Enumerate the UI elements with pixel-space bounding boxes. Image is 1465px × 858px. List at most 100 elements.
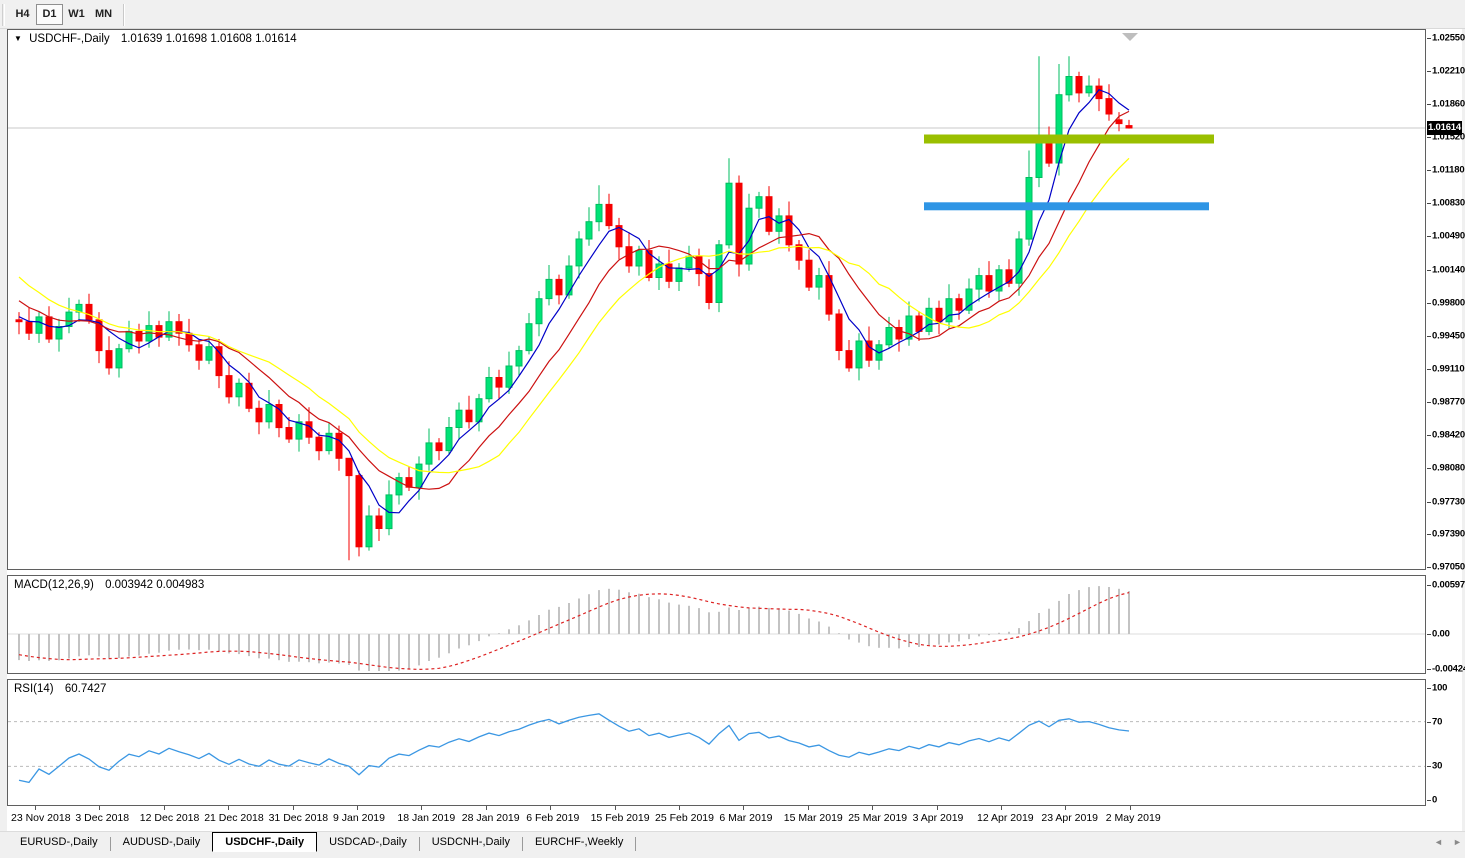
macd-indicator-panel[interactable]: MACD(12,26,9) 0.003942 0.004983 [7,575,1426,674]
time-axis-tick [872,806,874,810]
price-axis-label: 1.00140 [1432,264,1465,276]
date-label: 6 Mar 2019 [719,812,773,824]
axis-tick [1427,70,1431,72]
price-axis-label: 0.99110 [1432,363,1465,375]
chart-title-ohlc: 1.01639 1.01698 1.01608 1.01614 [120,33,297,45]
axis-tick [1427,534,1431,536]
date-label: 18 Jan 2019 [397,812,456,824]
time-axis-tick [550,806,552,810]
axis-tick [1427,336,1431,338]
date-label: 15 Mar 2019 [783,812,843,824]
time-axis-tick [421,806,423,810]
rsi-axis-label: 0 [1432,794,1438,806]
time-axis-tick [357,806,358,810]
tab-separator [521,837,523,851]
macd-chart-canvas[interactable] [8,576,1425,673]
time-axis-tick [485,806,487,810]
time-axis-tick [679,806,680,810]
timeframe-button-mn[interactable]: MN [90,4,117,25]
timeframe-button-w1[interactable]: W1 [63,4,90,25]
date-label: 2 May 2019 [1105,812,1161,824]
price-axis-label: 1.02210 [1432,65,1465,77]
tab-eurusd-daily[interactable]: EURUSD-,Daily [20,836,98,848]
price-axis-label: 0.98770 [1432,396,1465,408]
price-axis-label: 0.99450 [1432,330,1465,342]
chart-title-symbol: USDCHF-,Daily [29,33,110,45]
axis-tick [1427,766,1431,768]
tab-eurchf-weekly[interactable]: EURCHF-,Weekly [534,836,624,848]
macd-label: MACD(12,26,9) [14,579,94,591]
price-axis-label: 1.01180 [1432,164,1465,176]
axis-tick [1427,800,1431,801]
price-axis-label: 1.01520 [1432,131,1465,143]
rsi-label-row: RSI(14) 60.7427 [14,683,106,695]
price-axis-label: 0.98080 [1432,462,1465,474]
axis-tick [1427,721,1431,723]
time-axis-tick [292,806,294,810]
date-label: 21 Dec 2018 [204,812,264,824]
time-axis[interactable]: 23 Nov 2018 3 Dec 2018 12 Dec 2018 21 Dec 2… [7,806,1462,831]
tab-separator [109,837,111,851]
tab-separator [418,837,420,851]
time-axis-tick [807,806,809,810]
axis-tick [1427,401,1431,403]
macd-axis-label: -0.004243 [1432,663,1465,675]
tab-scroll-right-icon[interactable]: ► [1453,837,1462,847]
date-label: 25 Mar 2019 [848,812,908,824]
axis-tick [1427,38,1431,39]
price-axis-label: 0.99800 [1432,297,1465,308]
date-label: 12 Apr 2019 [977,812,1034,824]
date-label: 6 Feb 2019 [526,812,580,824]
timeframe-button-d1[interactable]: D1 [36,4,63,25]
price-axis-label: 0.98420 [1432,429,1465,441]
axis-tick [1427,501,1431,503]
tab-usdchf-daily[interactable]: USDCHF-,Daily [212,832,318,852]
timeframe-toolbar: H4 D1 W1 MN [0,0,1465,29]
date-label: 28 Jan 2019 [461,812,520,824]
macd-axis-label: 0.00 [1432,628,1450,640]
tab-usdcnh-daily[interactable]: USDCNH-,Daily [431,836,510,848]
axis-tick [1427,104,1431,106]
price-axis-label: 1.00830 [1432,197,1465,209]
axis-tick [1427,467,1431,469]
axis-tick [1427,368,1431,370]
toolbar-separator [123,4,125,26]
macd-axis-label: 0.00597 [1432,579,1465,591]
date-label: 31 Dec 2018 [268,812,329,824]
timeframe-button-h4[interactable]: H4 [9,4,36,25]
time-axis-tick [1129,806,1131,810]
rsi-chart-canvas[interactable] [8,680,1425,805]
date-label: 25 Feb 2019 [655,812,714,824]
time-axis-tick [163,806,165,810]
date-label: 23 Nov 2018 [11,812,71,824]
tab-audusd-daily[interactable]: AUDUSD-,Daily [122,836,201,848]
axis-tick [1427,269,1431,271]
tab-usdcad-daily[interactable]: USDCAD-,Daily [329,836,407,848]
time-axis-tick [614,806,616,810]
toolbar-grip [2,4,5,26]
axis-tick [1427,236,1431,238]
macd-label-row: MACD(12,26,9) 0.003942 0.004983 [14,579,204,591]
rsi-indicator-panel[interactable]: RSI(14) 60.7427 [7,679,1426,806]
symbol-dropdown-icon[interactable]: ▼ [14,34,22,43]
current-price-badge: 1.01614 [1427,121,1462,135]
axis-tick [1427,585,1431,587]
candlestick-chart-canvas[interactable] [8,30,1425,569]
axis-tick [1427,567,1431,568]
time-axis-tick [1065,806,1067,810]
macd-values: 0.003942 0.004983 [105,579,205,591]
time-axis-tick [743,806,745,810]
rsi-axis-label: 30 [1432,760,1443,772]
chart-window: ▼ USDCHF-,Daily 1.01639 1.01698 1.01608 … [7,29,1465,831]
price-chart-panel[interactable]: ▼ USDCHF-,Daily 1.01639 1.01698 1.01608 … [7,29,1426,570]
price-axis[interactable]: 1.01614 1.02550 1.02210 1.01860 1.01520 1.01… [1427,29,1465,831]
chart-tab-bar: EURUSD-,Daily AUDUSD-,Daily USDCHF-,Dail… [0,831,1465,856]
axis-tick [1427,634,1431,635]
tab-separator [635,837,637,851]
date-label: 9 Jan 2019 [333,812,385,824]
date-label: 3 Dec 2018 [75,812,130,824]
date-label: 12 Dec 2018 [139,812,200,824]
price-axis-label: 0.97390 [1432,528,1465,540]
tab-scroll-left-icon[interactable]: ◄ [1434,837,1443,847]
axis-tick [1427,203,1431,205]
